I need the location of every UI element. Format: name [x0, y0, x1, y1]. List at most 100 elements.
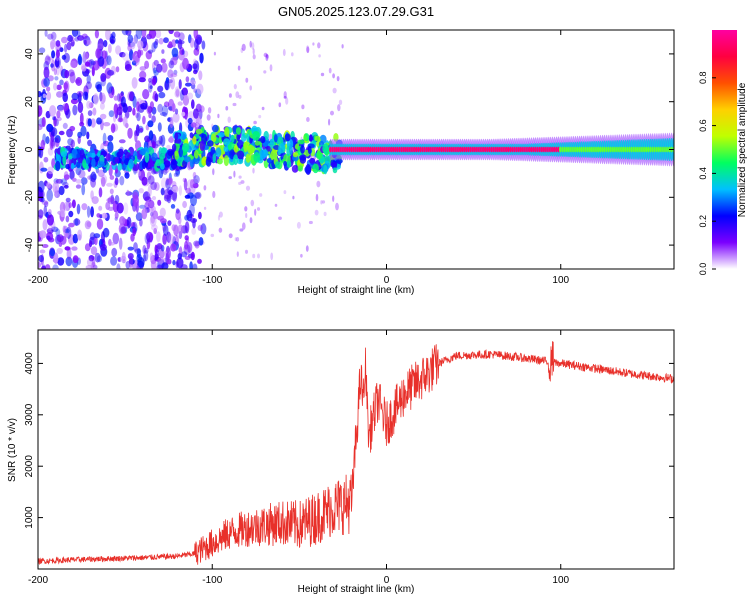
- heatmap-cell: [151, 224, 158, 231]
- heatmap-cell: [92, 60, 100, 71]
- heatmap-cell: [174, 86, 180, 95]
- heatmap-cell: [242, 222, 246, 230]
- heatmap-cell: [114, 211, 119, 219]
- heatmap-cell: [150, 214, 155, 224]
- heatmap-cell: [323, 164, 328, 175]
- heatmap-cell: [328, 118, 331, 126]
- heatmap-cell: [42, 219, 48, 231]
- heatmap-cell: [184, 240, 189, 250]
- heatmap-cell: [153, 227, 157, 235]
- heatmap-cell: [126, 216, 132, 229]
- heatmap-cell: [39, 249, 46, 254]
- heatmap-cell: [154, 182, 160, 191]
- x-tick-label: -200: [28, 275, 48, 286]
- heatmap-cell: [62, 92, 68, 103]
- heatmap-cell: [167, 150, 175, 157]
- heatmap-cell: [305, 245, 309, 252]
- heatmap-cell: [174, 150, 179, 156]
- heatmap-cell: [46, 91, 52, 101]
- heatmap-cell: [168, 30, 174, 35]
- heatmap-cell: [77, 229, 83, 241]
- heatmap-cell: [72, 255, 79, 264]
- heatmap-cell: [286, 160, 292, 169]
- heatmap-cell: [135, 124, 140, 137]
- snr-y-ticks: 1000 2000 3000 4000: [24, 352, 674, 529]
- colorbar-label: Normalized spectral amplitude: [737, 82, 748, 217]
- heatmap-cell: [252, 253, 256, 259]
- heatmap-cell: [119, 175, 125, 186]
- heatmap-cell: [53, 68, 58, 76]
- heatmap-cell: [172, 185, 179, 193]
- colorbar-tick-label: 0.8: [698, 72, 708, 85]
- heatmap-cell: [315, 193, 319, 202]
- heatmap-cell: [82, 159, 87, 169]
- heatmap-cell: [106, 82, 113, 94]
- heatmap-cell: [146, 231, 154, 243]
- heatmap-cell: [51, 50, 56, 59]
- heatmap-cell: [41, 265, 46, 269]
- heatmap-cell: [151, 152, 158, 162]
- heatmap-cell: [158, 135, 163, 145]
- heatmap-cell: [177, 224, 184, 235]
- heatmap-cell: [193, 30, 199, 40]
- heatmap-cell: [172, 259, 176, 266]
- heatmap-cell: [270, 252, 274, 261]
- heatmap-cell: [233, 83, 237, 90]
- heatmap-cell: [61, 36, 68, 44]
- heatmap-cell: [318, 54, 321, 58]
- heatmap-cell: [39, 230, 47, 239]
- heatmap-cell: [101, 212, 108, 219]
- heatmap-cell: [43, 205, 48, 217]
- heatmap-cell: [52, 264, 59, 269]
- heatmap-x-ticks: -200 -100 0 100: [28, 30, 570, 286]
- heatmap-cell: [215, 147, 222, 158]
- heatmap-cell: [199, 140, 206, 152]
- heatmap-cell: [53, 137, 59, 143]
- heatmap-cell: [84, 61, 91, 67]
- heatmap-cell: [86, 100, 91, 109]
- heatmap-cell: [98, 205, 103, 211]
- heatmap-cell: [84, 220, 92, 230]
- heatmap-cell: [86, 205, 91, 218]
- heatmap-cell: [159, 207, 166, 218]
- heatmap-cell: [282, 48, 286, 57]
- heatmap-cell: [80, 177, 88, 185]
- heatmap-cell: [250, 199, 255, 207]
- heatmap-cell: [245, 213, 248, 218]
- heatmap-cell: [320, 72, 325, 77]
- heatmap-cell: [120, 96, 126, 107]
- heatmap-cell: [64, 43, 68, 53]
- heatmap-cell: [189, 179, 195, 189]
- heatmap-cell: [103, 122, 111, 127]
- heatmap-cell: [322, 143, 329, 155]
- heatmap-cell: [56, 91, 63, 98]
- heatmap-cell: [297, 165, 303, 172]
- heatmap-cell: [252, 167, 255, 174]
- heatmap-cell: [285, 97, 289, 105]
- heatmap-cell: [187, 117, 193, 125]
- heatmap-cell: [79, 112, 84, 125]
- heatmap-cell: [96, 218, 104, 230]
- heatmap-cell: [108, 110, 115, 118]
- heatmap-cell: [254, 140, 260, 146]
- heatmap-cell: [199, 52, 204, 64]
- heatmap-cell: [67, 69, 75, 77]
- heatmap-cell: [165, 247, 171, 259]
- heatmap-cell: [197, 258, 202, 264]
- heatmap-cell: [114, 177, 119, 186]
- heatmap-cell: [217, 214, 221, 221]
- heatmap-cell: [126, 189, 130, 197]
- heatmap-cell: [43, 156, 49, 163]
- heatmap-cell: [245, 249, 248, 254]
- heatmap-cell: [66, 158, 70, 164]
- heatmap-cell: [332, 87, 337, 94]
- heatmap-cell: [123, 202, 129, 215]
- heatmap-cell: [127, 127, 133, 139]
- heatmap-cell: [119, 255, 127, 263]
- heatmap-cell: [160, 218, 167, 224]
- heatmap-cell: [56, 234, 64, 243]
- heatmap-cell: [38, 105, 43, 117]
- heatmap-cell: [173, 69, 178, 75]
- heatmap-x-axis-label: Height of straight line (km): [298, 285, 415, 296]
- heatmap-cell: [142, 89, 150, 100]
